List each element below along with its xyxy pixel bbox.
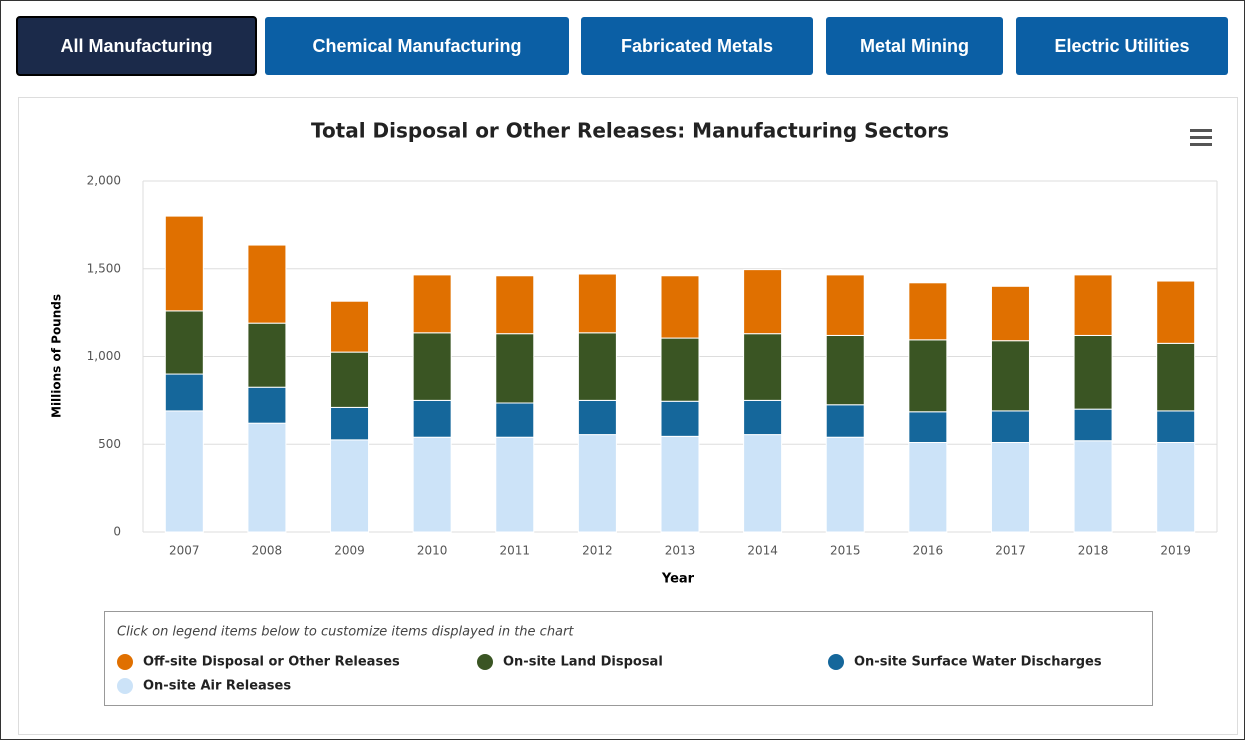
legend-label[interactable]: On-site Land Disposal [503,655,663,670]
bar-segment [1073,408,1113,442]
bar-segment [247,322,287,388]
bar-segment [743,333,783,401]
bar-segment [990,285,1030,342]
tab[interactable] [265,17,569,75]
y-tick-label: 0 [113,525,121,539]
tab[interactable] [1016,17,1228,75]
bar-segment [1073,440,1113,533]
bar-segment [247,386,287,424]
x-tick-label: 2014 [747,544,778,558]
bar-segment [990,410,1030,443]
bar-segment [577,434,617,533]
x-tick-label: 2018 [1078,544,1109,558]
legend-swatch[interactable] [477,654,493,670]
legend-swatch[interactable] [117,654,133,670]
y-tick-label: 1,500 [87,261,121,275]
chart-title: Total Disposal or Other Releases: Manufa… [311,119,949,143]
tab-label[interactable]: Electric Utilities [1054,36,1189,56]
bar-segment [330,300,370,353]
bar-segment [908,339,948,413]
bar-segment [908,282,948,341]
bar-segment [990,340,1030,412]
tab-label[interactable]: All Manufacturing [61,36,213,56]
bar-segment [1156,441,1196,533]
bar-segment [660,435,700,533]
bar-segment [825,274,865,336]
x-tick-label: 2019 [1160,544,1191,558]
tab-label[interactable]: Metal Mining [860,36,969,56]
x-tick-label: 2012 [582,544,613,558]
bar-segment [330,351,370,408]
bar-segment [577,273,617,334]
bar-segment [660,400,700,437]
bar-segment [247,422,287,533]
legend-box [104,611,1153,706]
x-tick-label: 2016 [913,544,944,558]
x-tick-label: 2010 [417,544,448,558]
bar-segment [1156,280,1196,344]
bar-segment [495,436,535,533]
x-tick-label: 2007 [169,544,200,558]
x-tick-label: 2009 [334,544,365,558]
bar-segment [908,441,948,533]
x-tick-label: 2017 [995,544,1026,558]
x-tick-label: 2015 [830,544,861,558]
tab-label[interactable]: Fabricated Metals [621,36,773,56]
bar-segment [660,337,700,402]
tab[interactable] [826,17,1003,75]
bar-segment [990,441,1030,533]
y-tick-label: 1,000 [87,349,121,363]
legend-swatch[interactable] [828,654,844,670]
bar-segment [825,404,865,438]
bar-segment [412,436,452,533]
x-tick-label: 2013 [665,544,696,558]
tab[interactable] [16,16,257,76]
y-axis-title: Millions of Pounds [50,294,64,418]
x-axis-title: Year [661,572,695,587]
bar-segment [825,334,865,406]
bar-segment [743,269,783,335]
bar-segment [908,411,948,443]
bar-segment [164,373,204,412]
bar-segment [164,215,204,312]
bar-segment [412,274,452,334]
bar-segment [1073,334,1113,410]
bar-segment [495,275,535,335]
bar-segment [330,406,370,441]
bar-segment [825,436,865,533]
bar-segment [1156,342,1196,412]
x-tick-label: 2011 [499,544,530,558]
y-tick-label: 2,000 [87,174,121,188]
bar-segment [164,310,204,375]
bar-segment [577,399,617,436]
bar-segment [1073,274,1113,336]
bar-segment [577,332,617,401]
bar-segment [247,244,287,324]
legend-label[interactable]: Off-site Disposal or Other Releases [143,655,400,670]
bar-segment [1156,410,1196,443]
bar-segment [495,402,535,438]
bar-segment [495,333,535,404]
legend-label[interactable]: On-site Surface Water Discharges [854,655,1102,670]
legend-swatch[interactable] [117,678,133,694]
bar-segment [743,434,783,533]
bar-segment [164,410,204,533]
bar-segment [412,399,452,438]
x-tick-label: 2008 [252,544,283,558]
legend-note: Click on legend items below to customize… [117,625,574,640]
legend-label[interactable]: On-site Air Releases [143,679,291,694]
tab-label[interactable]: Chemical Manufacturing [312,36,521,56]
y-tick-label: 500 [98,437,121,451]
bar-segment [743,399,783,436]
bar-segment [330,439,370,533]
menu-icon[interactable] [1190,129,1212,146]
bar-segment [660,275,700,339]
bar-segment [412,332,452,401]
tab[interactable] [581,17,813,75]
